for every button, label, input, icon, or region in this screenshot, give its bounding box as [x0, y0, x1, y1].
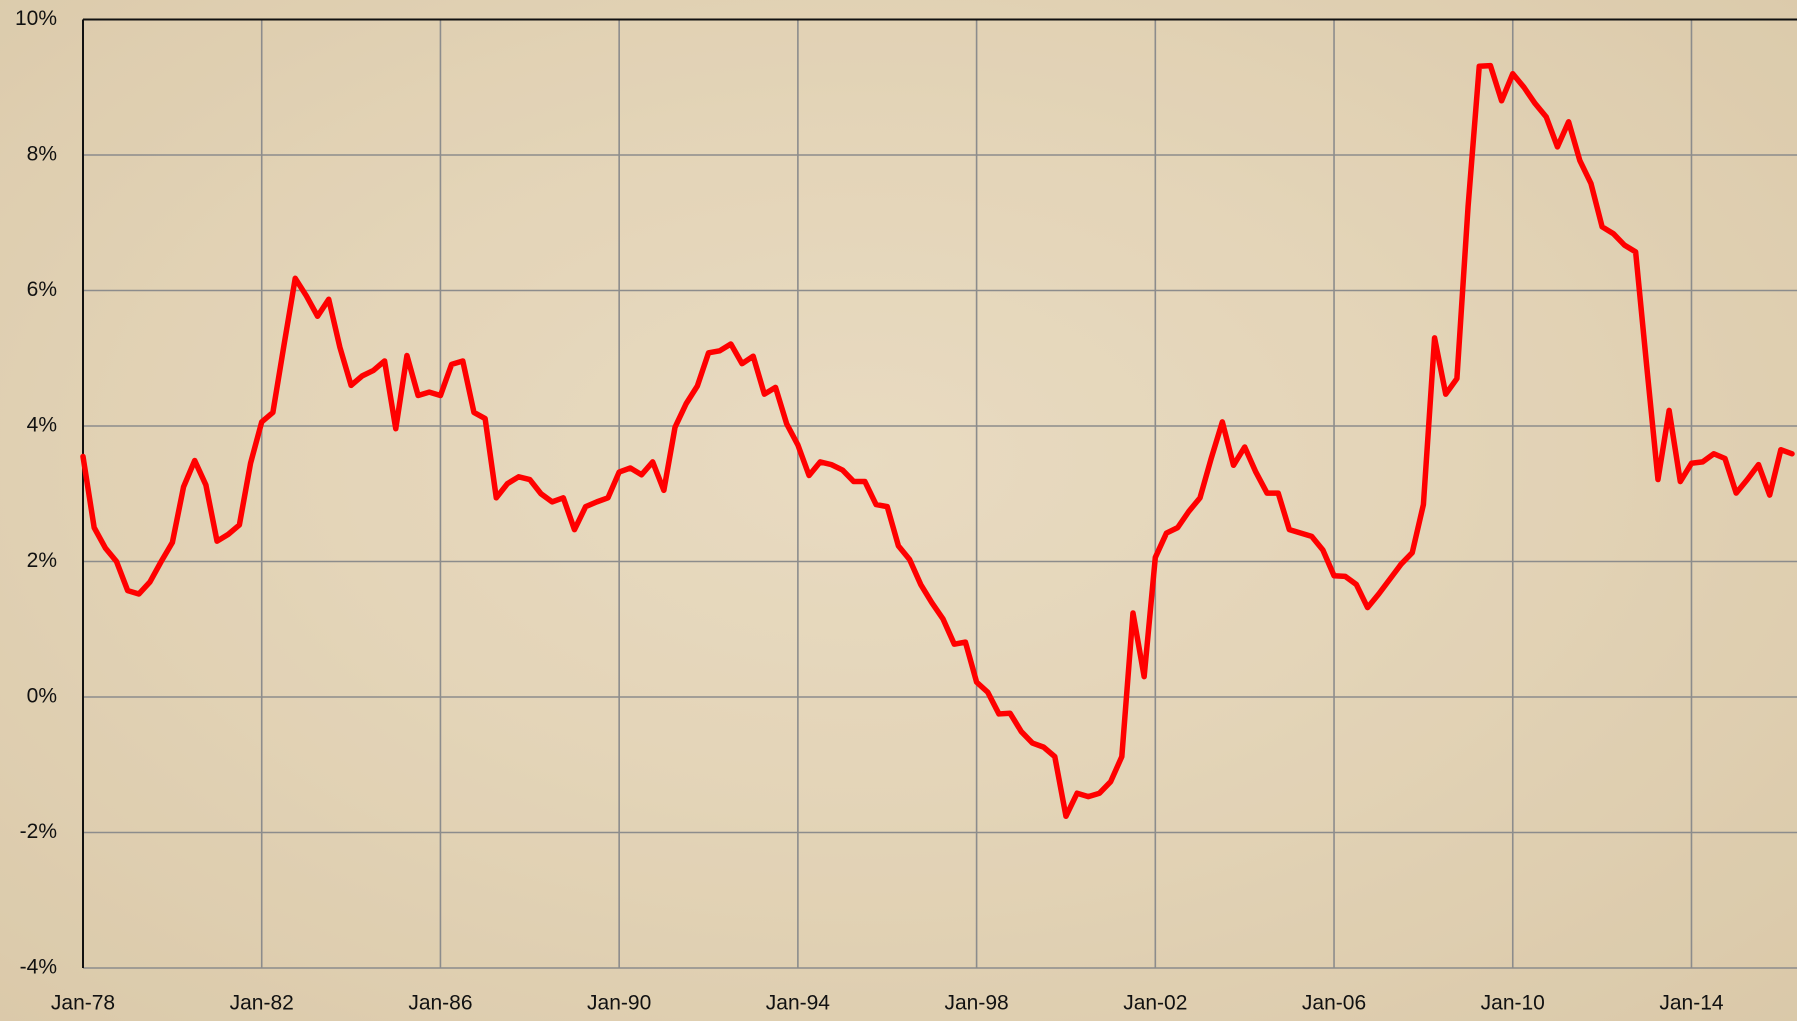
x-tick-label: Jan-94 [766, 992, 831, 1015]
x-tick-label: Jan-14 [1659, 992, 1724, 1015]
x-tick-label: Jan-90 [587, 992, 651, 1015]
y-tick-label: 6% [27, 278, 57, 301]
x-tick-label: Jan-98 [944, 992, 1008, 1015]
y-tick-label: 10% [15, 7, 57, 30]
y-tick-label: 0% [27, 685, 57, 708]
x-tick-label: Jan-06 [1302, 992, 1366, 1015]
y-tick-label: -2% [20, 820, 57, 843]
y-tick-label: 2% [27, 549, 57, 572]
x-tick-label: Jan-78 [51, 992, 115, 1015]
x-tick-label: Jan-10 [1481, 992, 1545, 1015]
y-tick-label: 4% [27, 414, 57, 437]
x-tick-label: Jan-82 [230, 992, 294, 1015]
y-tick-label: -4% [20, 956, 57, 979]
y-tick-label: 8% [27, 143, 57, 166]
x-tick-label: Jan-02 [1123, 992, 1187, 1015]
x-tick-label: Jan-86 [408, 992, 472, 1015]
data-line [80, 62, 1795, 819]
